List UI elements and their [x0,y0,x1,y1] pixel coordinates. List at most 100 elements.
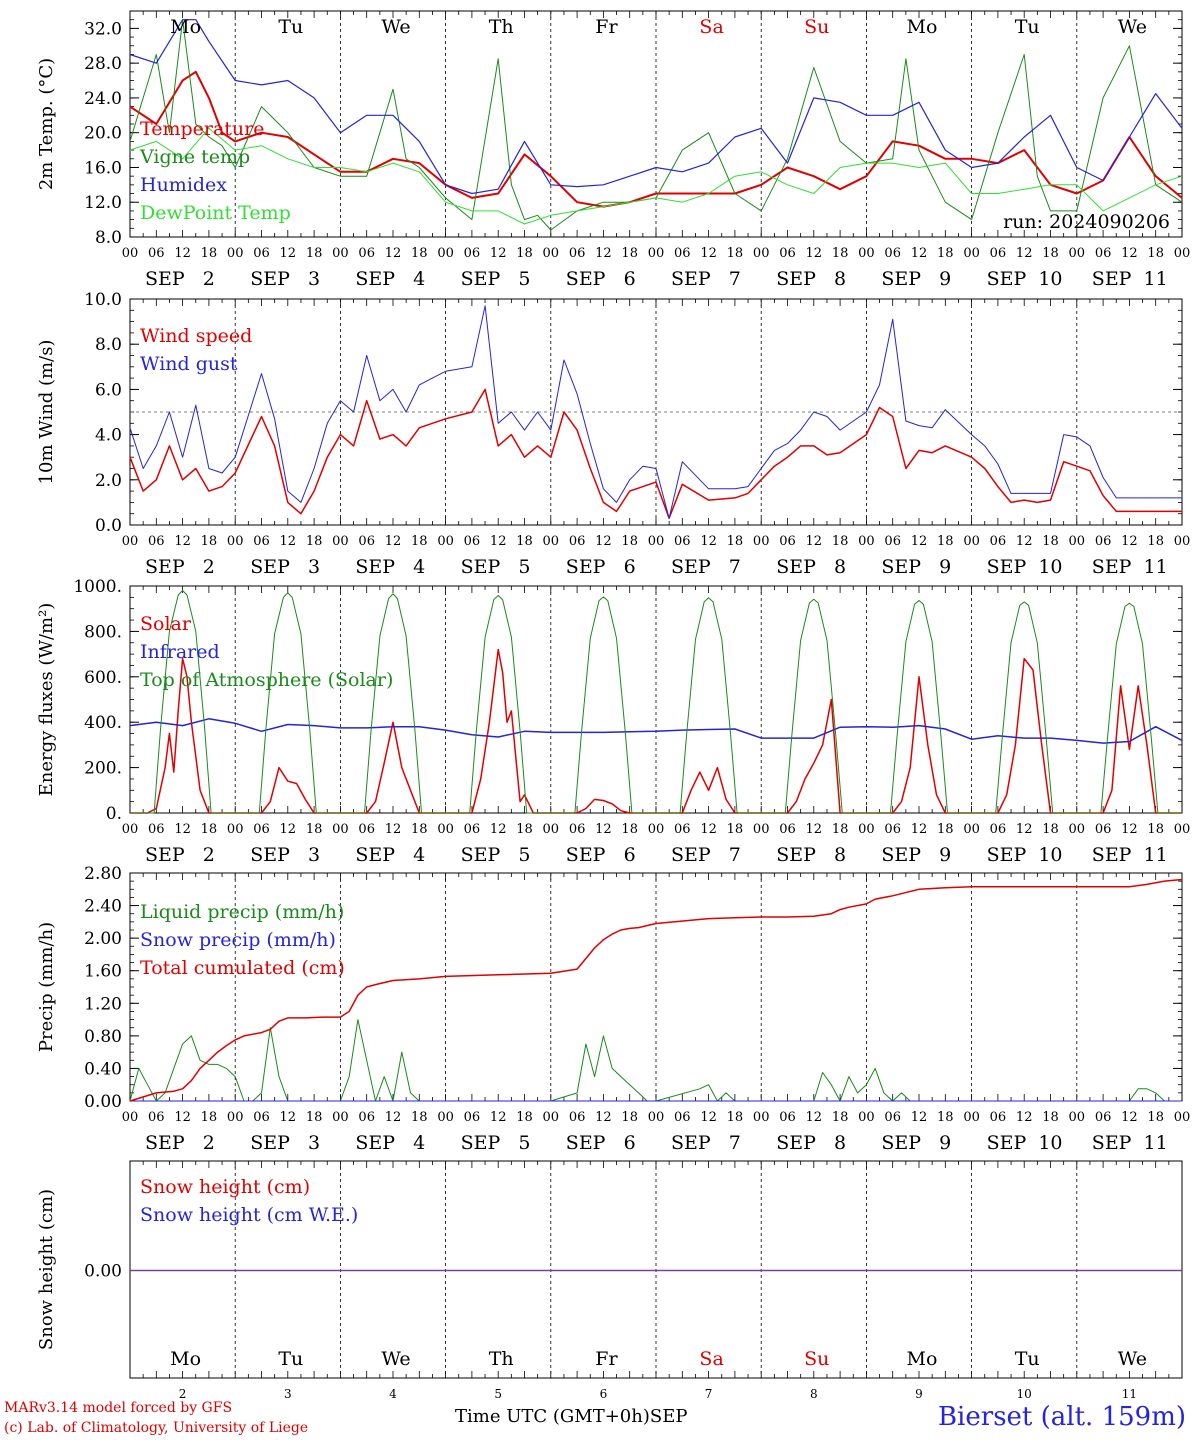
date-label: SEP 2 [145,556,215,578]
hour-label: 00 [437,1110,454,1125]
y-tick-label: 32.0 [84,19,122,39]
hour-label: 06 [884,246,901,261]
hour-label: 00 [122,534,139,549]
hour-label: 12 [490,1110,507,1125]
date-label: SEP 11 [1092,268,1168,290]
hour-label: 06 [358,822,375,837]
hour-label: 18 [1042,1110,1059,1125]
hour-label: 18 [201,822,218,837]
y-tick-label: 28.0 [84,54,122,74]
y-axis-label: Energy fluxes (W/m²) [36,603,57,797]
hour-label: 06 [148,534,165,549]
hour-label: 12 [911,246,928,261]
y-tick-label: 2.80 [84,864,122,884]
y-tick-label: 8.0 [95,228,122,248]
hour-label: 12 [911,1110,928,1125]
hour-label: 06 [253,1110,270,1125]
model-credit: MARv3.14 model forced by GFS [4,1400,233,1416]
hour-label: 00 [437,246,454,261]
hour-label: 00 [963,822,980,837]
hour-label: 00 [332,822,349,837]
date-label: SEP 3 [250,1132,320,1154]
hour-label: 18 [727,822,744,837]
hour-label: 06 [464,534,481,549]
y-tick-label: 0.80 [84,1027,122,1047]
hour-label: 12 [385,534,402,549]
hour-label: 12 [280,822,297,837]
weekday-label: Th [489,1348,514,1370]
hour-label: 18 [306,246,323,261]
date-label: SEP 5 [461,268,531,290]
legend-entry: Top of Atmosphere (Solar) [140,669,393,691]
hour-label: 12 [806,822,823,837]
y-tick-label: 0. [106,804,122,824]
hour-label: 06 [148,822,165,837]
hour-label: 12 [1121,246,1138,261]
hour-label: 00 [963,1110,980,1125]
date-label: SEP 11 [1092,844,1168,866]
hour-label: 06 [884,1110,901,1125]
date-label: SEP 10 [987,1132,1063,1154]
hour-label: 00 [543,822,560,837]
legend-entry: Temperature [140,118,264,140]
date-label: SEP 5 [461,1132,531,1154]
date-label: SEP 11 [1092,556,1168,578]
date-label: SEP 5 [461,844,531,866]
hour-label: 12 [174,246,191,261]
hour-label: 12 [595,534,612,549]
hour-label: 18 [1147,534,1164,549]
weekday-label: Mo [170,16,201,38]
hour-label: 12 [1121,534,1138,549]
legend-entry: Liquid precip (mm/h) [140,901,344,923]
legend-entry: Snow precip (mm/h) [140,929,336,951]
series-line-2 [129,19,1183,231]
day-number-label: 6 [600,1387,608,1401]
series-line-1 [130,648,1182,814]
hour-label: 06 [674,246,691,261]
date-label: SEP 8 [776,1132,846,1154]
hour-label: 06 [569,1110,586,1125]
hour-label: 12 [280,534,297,549]
series-line-3 [129,878,1183,1102]
y-tick-label: 2.40 [84,897,122,917]
hour-label: 18 [201,246,218,261]
hour-label: 06 [990,534,1007,549]
hour-label: 18 [937,822,954,837]
hour-label: 12 [280,246,297,261]
hour-label: 12 [806,534,823,549]
date-label: SEP 4 [355,556,425,578]
weekday-label: We [1118,16,1147,38]
hour-label: 06 [779,822,796,837]
hour-label: 12 [490,822,507,837]
hour-label: 00 [332,1110,349,1125]
hour-label: 06 [569,246,586,261]
hour-label: 06 [253,534,270,549]
hour-label: 00 [858,1110,875,1125]
y-tick-label: 1.20 [84,994,122,1014]
date-label: SEP 6 [566,268,636,290]
hour-label: 18 [621,1110,638,1125]
hour-label: 00 [648,1110,665,1125]
hour-label: 06 [464,822,481,837]
hour-label: 00 [227,534,244,549]
series-line-1 [129,1019,1182,1102]
weekday-label: Mo [170,1348,201,1370]
hour-label: 06 [884,534,901,549]
date-label: SEP 10 [987,844,1063,866]
hour-label: 00 [648,822,665,837]
date-label: SEP 9 [881,844,951,866]
series-line-1 [129,388,1182,519]
date-label: SEP 4 [355,844,425,866]
hour-label: 00 [227,822,244,837]
hour-label: 06 [779,246,796,261]
hour-label: 00 [543,534,560,549]
hour-label: 12 [174,1110,191,1125]
date-label: SEP 11 [1092,1132,1168,1154]
hour-label: 12 [280,1110,297,1125]
hour-label: 18 [306,822,323,837]
date-label: SEP 9 [881,268,951,290]
hour-label: 00 [648,534,665,549]
y-tick-label: 1.60 [84,962,122,982]
hour-label: 12 [700,534,717,549]
date-label: SEP 7 [671,268,741,290]
